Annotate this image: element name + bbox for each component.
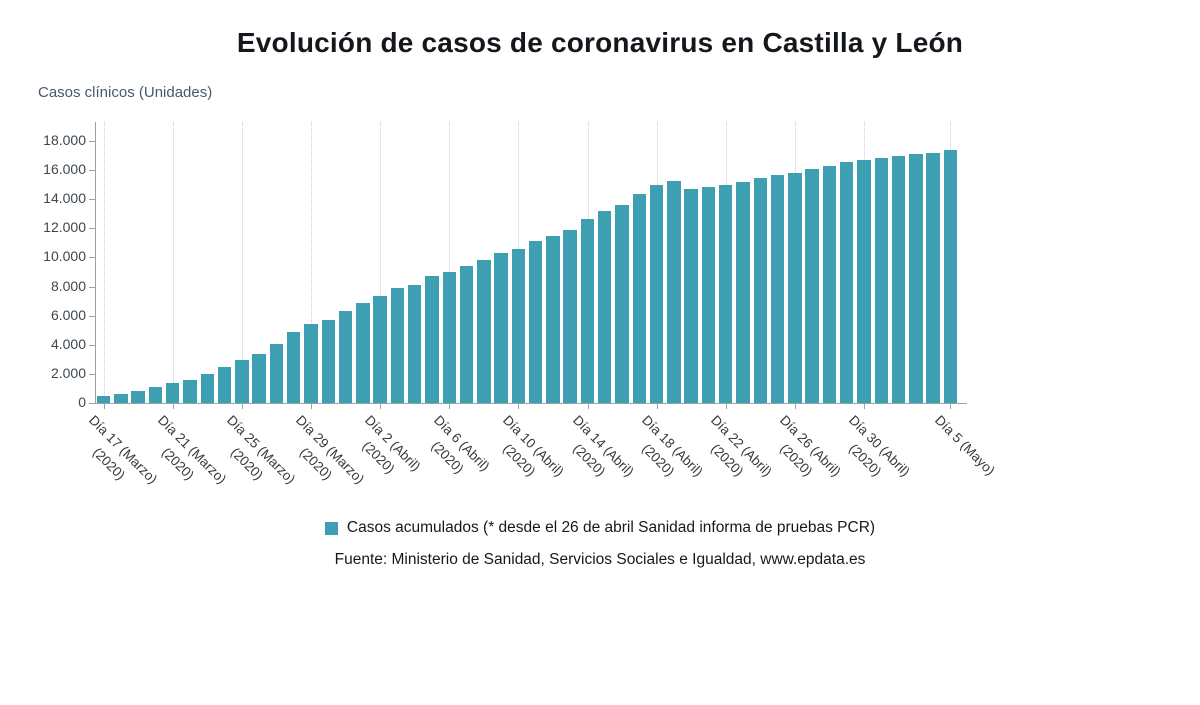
bar <box>528 241 543 403</box>
plot-area <box>95 141 959 403</box>
bar <box>321 320 335 403</box>
bar <box>477 259 491 403</box>
x-tick-label: Día 29 (Marzo) (2020) <box>292 412 368 487</box>
x-tick-label: Día 10 (Abril) (2020) <box>500 412 568 480</box>
bar <box>269 343 284 403</box>
vertical-gridline <box>172 122 174 403</box>
bar <box>235 360 249 403</box>
bar <box>770 175 785 403</box>
legend-label: Casos acumulados (* desde el 26 de abril… <box>346 519 876 536</box>
y-tick-label: 6.000 <box>50 306 86 323</box>
vertical-gridline <box>311 122 312 403</box>
bar <box>373 295 387 403</box>
bar <box>805 168 819 403</box>
y-tick-label: 12.000 <box>43 219 86 236</box>
bar <box>459 265 474 403</box>
x-tick-label: Día 14 (Abril) (2020) <box>569 412 637 480</box>
bar <box>839 162 854 403</box>
bar <box>822 166 837 403</box>
bar <box>563 230 577 403</box>
bar <box>183 379 197 403</box>
bar <box>598 211 612 403</box>
bar <box>148 387 163 403</box>
vertical-gridline <box>380 122 382 403</box>
vertical-gridline <box>103 122 105 403</box>
bar <box>407 284 422 403</box>
bar <box>684 189 698 403</box>
y-tick-label: 0 <box>78 394 86 410</box>
bar <box>494 253 508 403</box>
y-tick-label: 10.000 <box>43 248 86 265</box>
x-tick-label: Día 26 (Abril) (2020) <box>776 412 844 480</box>
bar <box>252 354 266 403</box>
x-tick-label: Día 25 (Marzo) (2020) <box>223 412 299 487</box>
bar <box>736 182 750 403</box>
bar <box>718 185 733 403</box>
legend-swatch <box>324 521 338 535</box>
bar <box>891 156 906 403</box>
bar <box>926 152 940 403</box>
bar <box>114 394 128 403</box>
x-tick-label: Día 17 (Marzo) (2020) <box>85 412 160 487</box>
bar <box>286 332 301 403</box>
bar <box>356 302 370 403</box>
bar <box>546 235 560 403</box>
vertical-gridline <box>449 122 451 403</box>
bar <box>943 149 958 403</box>
bar <box>701 186 716 403</box>
y-axis-title: Casos clínicos (Unidades) <box>38 84 213 101</box>
bar <box>200 374 215 403</box>
legend: Casos acumulados (* desde el 26 de abril… <box>0 519 1200 537</box>
bar <box>753 178 767 403</box>
x-axis-line <box>95 403 967 404</box>
y-tick-label: 18.000 <box>43 132 86 148</box>
bar <box>166 383 180 403</box>
bar <box>304 324 318 403</box>
bar <box>667 180 681 403</box>
bar <box>874 157 888 403</box>
bar <box>511 248 526 403</box>
bar <box>390 288 405 403</box>
bar <box>909 154 923 403</box>
bar <box>580 219 595 403</box>
bar <box>615 204 629 403</box>
bar <box>425 275 439 403</box>
y-tick-label: 14.000 <box>43 190 86 207</box>
x-tick-label: Día 18 (Abril) (2020) <box>638 412 706 480</box>
bar <box>217 367 232 403</box>
chart-title: Evolución de casos de coronavirus en Cas… <box>236 27 964 58</box>
y-tick-label: 16.000 <box>43 161 86 178</box>
x-tick-label: Día 30 (Abril) (2020) <box>845 412 913 480</box>
bar <box>632 194 647 403</box>
x-tick-label: Día 2 (Abril) (2020) <box>359 412 424 477</box>
source-text: Fuente: Ministerio de Sanidad, Servicios… <box>334 551 866 568</box>
x-tick-label: Día 5 (Mayo) <box>932 412 999 479</box>
y-tick-label: 4.000 <box>50 335 86 352</box>
bar <box>96 396 111 403</box>
bar <box>788 173 802 403</box>
bar <box>131 391 145 403</box>
bar <box>338 311 353 403</box>
y-axis-line <box>95 122 96 404</box>
bar <box>649 184 664 403</box>
bar <box>857 160 871 403</box>
y-tick-label: 8.000 <box>50 277 86 294</box>
x-tick-label: Día 6 (Abril) (2020) <box>428 412 493 477</box>
y-tick-label: 2.000 <box>50 364 86 381</box>
x-tick-label: Día 21 (Marzo) (2020) <box>154 412 230 487</box>
bar <box>442 271 456 403</box>
x-tick-label: Día 22 (Abril) (2020) <box>707 412 775 480</box>
vertical-gridline <box>241 122 243 403</box>
